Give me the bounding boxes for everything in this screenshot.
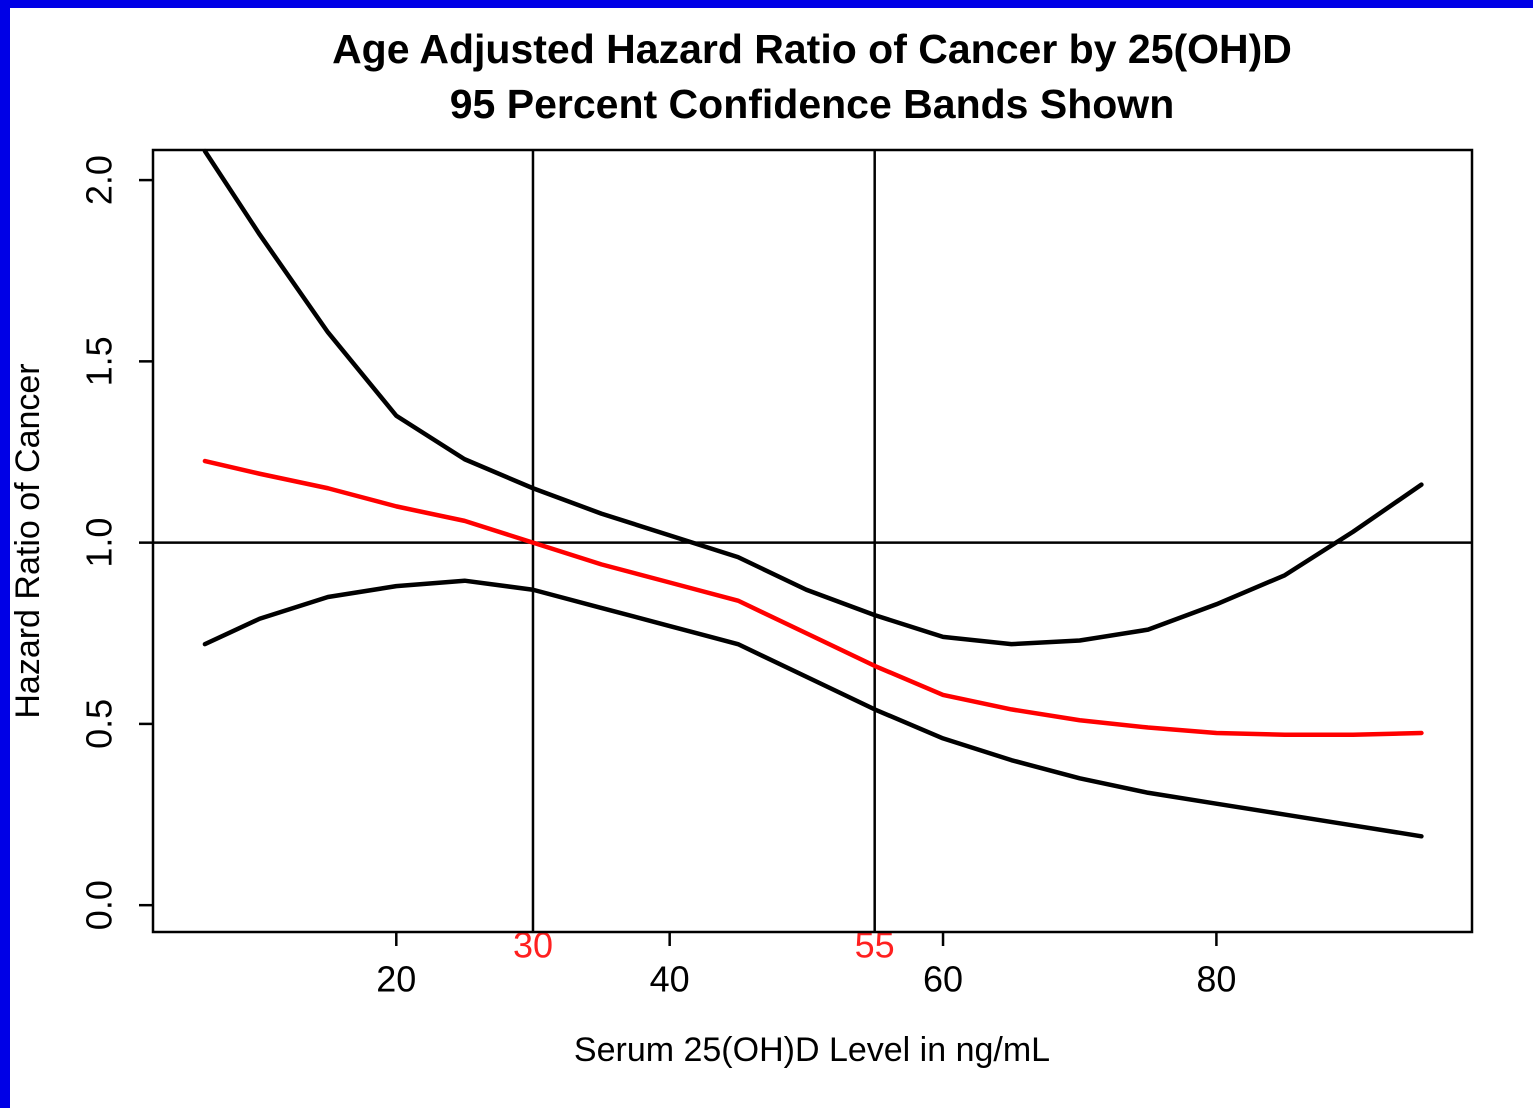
x-tick-label: 20 [376, 959, 416, 1000]
series-line [202, 148, 1424, 647]
y-tick-label: 1.5 [79, 336, 120, 386]
chart-background [10, 8, 1533, 1108]
reference-label: 30 [513, 925, 553, 966]
x-tick-label: 80 [1196, 959, 1236, 1000]
y-tick-label: 0.0 [79, 880, 120, 930]
series-line [202, 458, 1424, 738]
y-axis-label: Hazard Ratio of Cancer [9, 363, 47, 718]
reference-label: 55 [855, 925, 895, 966]
y-tick-label: 0.5 [79, 699, 120, 749]
y-tick-label: 2.0 [79, 155, 120, 205]
chart-title: Age Adjusted Hazard Ratio of Cancer by 2… [332, 26, 1292, 72]
plot-frame [151, 148, 1474, 934]
x-axis-label: Serum 25(OH)D Level in ng/mL [574, 1031, 1050, 1069]
x-tick-label: 60 [923, 959, 963, 1000]
chart-subtitle: 95 Percent Confidence Bands Shown [450, 81, 1175, 127]
series-line [202, 578, 1424, 839]
y-tick-label: 1.0 [79, 518, 120, 568]
x-tick-label: 40 [650, 959, 690, 1000]
